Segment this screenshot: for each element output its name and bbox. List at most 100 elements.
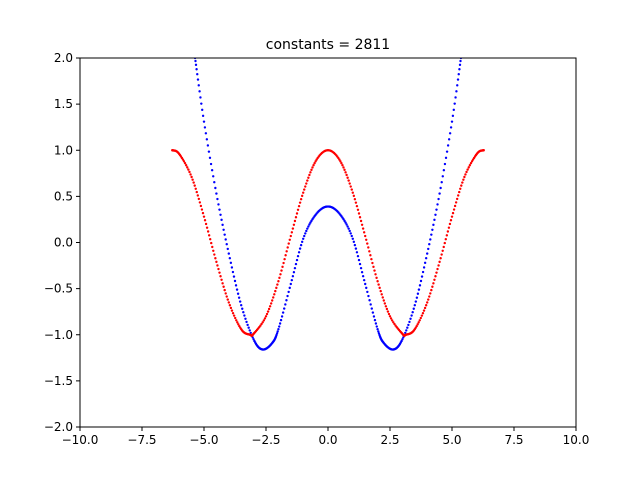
series-0-point (233, 279, 237, 283)
series-1-point (229, 306, 233, 310)
series-1-point (432, 282, 435, 285)
series-1-point (227, 301, 230, 304)
series-1-point (309, 171, 312, 174)
series-0-point (418, 284, 422, 287)
series-0-point (420, 275, 424, 278)
series-0-point (208, 156, 212, 160)
series-0-point (405, 329, 408, 332)
series-1-point (300, 194, 304, 198)
series-0-point (348, 229, 351, 233)
series-0-point (368, 299, 371, 302)
series-0-point (419, 279, 423, 283)
series-1-point (377, 283, 380, 286)
series-0-point (285, 299, 288, 302)
series-0-point (309, 221, 312, 224)
series-1-point (288, 238, 291, 241)
series-0-point (454, 96, 457, 99)
series-0-point (296, 254, 300, 258)
series-0-point (230, 266, 234, 269)
series-1-point (351, 191, 354, 194)
series-0-point (430, 233, 433, 236)
series-1-point (265, 312, 269, 316)
y-tick-label: −1.0 (44, 328, 73, 342)
series-1-point (375, 276, 378, 280)
series-1-point (365, 238, 368, 241)
series-0-point (401, 338, 404, 341)
series-0-point (456, 84, 459, 87)
series-0-point (406, 326, 409, 329)
series-1-point (427, 298, 430, 301)
series-0-point (234, 284, 238, 287)
series-1-point (446, 230, 450, 233)
series-0-point (351, 237, 354, 241)
series-0-point (212, 175, 215, 178)
series-0-point (445, 150, 449, 153)
series-1-point (279, 273, 282, 276)
series-0-point (410, 314, 413, 317)
series-0-point (417, 288, 421, 291)
series-1-point (186, 166, 189, 169)
series-0-point (436, 203, 439, 206)
series-0-point (195, 68, 198, 71)
series-0-point (446, 144, 450, 147)
series-1-point (184, 164, 188, 167)
x-tick-label: −7.5 (127, 433, 156, 447)
series-0-point (304, 232, 307, 235)
series-1-point (417, 321, 420, 324)
series-0-point (356, 254, 360, 258)
series-1-point (369, 254, 372, 257)
y-tick-label: 1.5 (54, 97, 73, 111)
series-0-point (344, 221, 347, 224)
series-1-point (440, 253, 443, 256)
series-0-point (428, 243, 431, 246)
series-0-point (228, 257, 232, 260)
series-1-point (218, 271, 221, 274)
series-1-point (340, 161, 343, 165)
series-0-point (366, 290, 369, 294)
series-0-point (303, 234, 306, 238)
series-1-point (278, 276, 281, 280)
series-1-point (355, 204, 359, 208)
series-0-point (286, 294, 289, 298)
series-0-point (200, 102, 203, 105)
series-1-point (345, 173, 348, 177)
series-0-point (196, 72, 199, 76)
plot-frame (79, 57, 577, 428)
series-1-point (464, 173, 467, 176)
series-0-point (210, 169, 214, 172)
series-1-point (262, 319, 266, 322)
series-0-point (359, 266, 363, 270)
series-1-point (285, 250, 288, 253)
series-1-point (445, 234, 449, 237)
series-1-point (213, 253, 216, 256)
series-1-point (426, 301, 429, 304)
series-1-point (438, 260, 441, 264)
series-1-point (205, 226, 209, 229)
series-0-point (280, 315, 284, 318)
series-1-point (267, 307, 271, 311)
series-1-point (269, 302, 273, 305)
series-0-point (194, 59, 197, 63)
series-1-point (439, 257, 442, 260)
series-1-point (284, 254, 287, 257)
series-1-point (359, 219, 363, 223)
series-0-point (291, 275, 295, 278)
series-1-point (444, 238, 447, 241)
series-1-point (282, 261, 285, 265)
series-1-point (386, 310, 390, 313)
x-tick-label: 7.5 (504, 433, 523, 447)
series-1-point (348, 182, 351, 185)
series-1-point (383, 302, 387, 305)
series-1-point (231, 311, 235, 315)
series-1-point (236, 321, 239, 324)
series-1-point (266, 310, 270, 313)
series-0-point (201, 114, 205, 118)
series-1-point (420, 314, 424, 317)
series-0-point (244, 317, 247, 320)
series-1-point (350, 188, 353, 191)
x-tick-label: 0.0 (318, 433, 337, 447)
series-1-point (364, 234, 367, 238)
series-1-point (343, 168, 346, 172)
series-1-point (303, 188, 306, 191)
series-1-point (197, 197, 201, 201)
